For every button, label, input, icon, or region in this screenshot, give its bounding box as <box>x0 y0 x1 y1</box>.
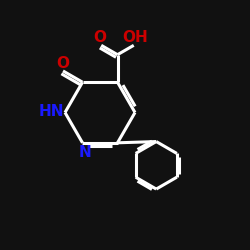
Text: O: O <box>56 56 69 71</box>
Text: O: O <box>94 30 106 45</box>
Text: OH: OH <box>122 30 148 45</box>
Text: HN: HN <box>38 104 64 119</box>
Text: N: N <box>78 145 91 160</box>
